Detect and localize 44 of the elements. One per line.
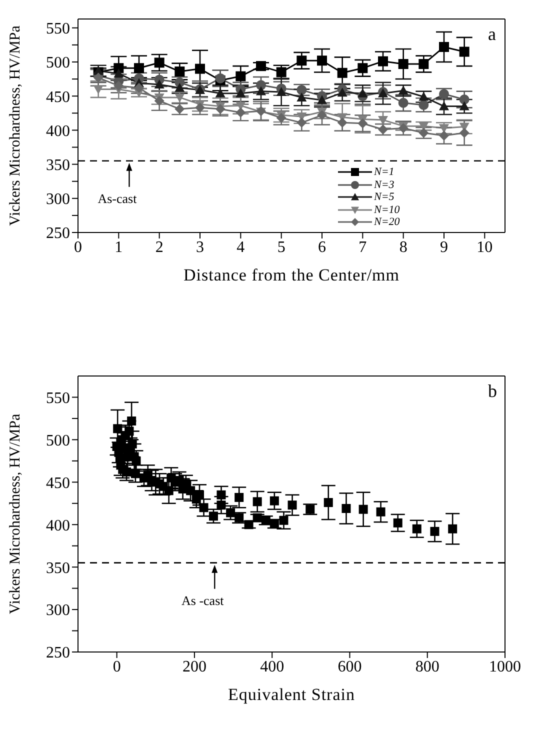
y-tick-label: 400 (46, 122, 70, 140)
x-axis-title: Distance from the Center/mm (183, 266, 400, 284)
y-tick-label: 550 (46, 390, 70, 407)
y-tick-label: 500 (46, 432, 70, 450)
x-tick-label: 10 (476, 238, 493, 256)
annotation: b (488, 381, 497, 401)
x-tick-label: 1000 (489, 658, 521, 676)
x-tick-label: 4 (236, 238, 245, 256)
annotation: a (488, 24, 496, 44)
x-tick-label: 600 (338, 658, 362, 676)
x-tick-label: 8 (399, 238, 408, 256)
y-tick-label: 400 (46, 517, 70, 534)
x-tick-label: 400 (260, 658, 284, 676)
x-axis-title: Equivalent Strain (228, 685, 356, 704)
ref-line-label: As-cast (98, 190, 138, 206)
y-tick-label: 350 (46, 560, 70, 577)
legend-label: N=3 (374, 178, 394, 191)
legend-label: As -cast (182, 592, 224, 608)
y-tick-label: 250 (46, 225, 70, 242)
y-tick-label: 300 (46, 602, 70, 620)
x-tick-label: 3 (196, 238, 204, 256)
y-tick-label: 350 (46, 156, 70, 174)
y-tick-label: 300 (46, 191, 70, 208)
x-tick-label: 1 (114, 238, 123, 256)
x-tick-label: 0 (74, 238, 82, 256)
legend-label: N=10 (374, 204, 400, 216)
x-tick-label: 800 (415, 658, 440, 676)
x-tick-label: 7 (358, 238, 367, 256)
y-tick-label: 450 (46, 474, 70, 492)
y-tick-label: 450 (46, 88, 70, 106)
legend-label: N=20 (374, 216, 400, 228)
y-axis-title: Vickers Microhardness, HV/MPa (7, 25, 24, 226)
y-axis-title: Vickers Microhardness, HV/MPa (7, 414, 24, 614)
y-tick-label: 250 (46, 644, 70, 662)
x-tick-label: 0 (112, 658, 121, 676)
x-tick-label: 200 (182, 658, 206, 676)
x-tick-label: 2 (155, 238, 164, 256)
legend-label: N=5 (374, 191, 394, 204)
y-tick-label: 550 (46, 20, 70, 38)
x-tick-label: 9 (440, 238, 448, 256)
x-tick-label: 6 (318, 238, 326, 256)
x-tick-label: 5 (277, 238, 286, 256)
legend-label: N=1 (374, 166, 394, 178)
y-tick-label: 500 (46, 54, 70, 72)
